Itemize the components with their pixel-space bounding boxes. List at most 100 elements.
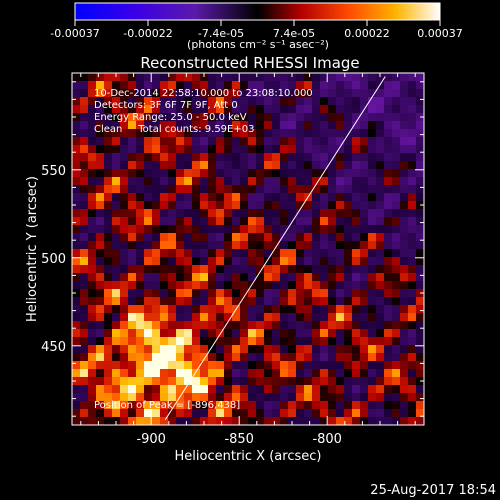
heatmap-cell bbox=[120, 313, 129, 322]
heatmap-cell bbox=[192, 97, 201, 106]
heatmap-cell bbox=[80, 329, 89, 338]
heatmap-cell bbox=[176, 113, 185, 122]
heatmap-cell bbox=[352, 289, 361, 298]
heatmap-cell bbox=[184, 393, 193, 402]
heatmap-cell bbox=[104, 161, 113, 170]
heatmap-cell bbox=[224, 353, 233, 362]
heatmap-cell bbox=[128, 73, 137, 82]
heatmap-cell bbox=[384, 257, 393, 266]
heatmap-cell bbox=[96, 369, 105, 378]
heatmap-cell bbox=[144, 233, 153, 242]
heatmap-cell bbox=[120, 409, 129, 418]
heatmap-cell bbox=[144, 353, 153, 362]
heatmap-cell bbox=[176, 201, 185, 210]
heatmap-cell bbox=[104, 353, 113, 362]
heatmap-cell bbox=[408, 193, 417, 202]
heatmap-cell bbox=[368, 417, 377, 425]
heatmap-cell bbox=[304, 417, 313, 425]
heatmap-cell bbox=[288, 321, 297, 330]
limb-line bbox=[164, 76, 386, 420]
heatmap-cell bbox=[72, 417, 81, 425]
heatmap-cell bbox=[384, 129, 393, 138]
heatmap-cell bbox=[128, 297, 137, 306]
heatmap-cell bbox=[320, 241, 329, 250]
heatmap-cell bbox=[168, 185, 177, 194]
heatmap-cell bbox=[400, 321, 409, 330]
heatmap-cell bbox=[368, 249, 377, 258]
heatmap-cell bbox=[224, 217, 233, 226]
heatmap-cell bbox=[96, 81, 105, 90]
heatmap-cell bbox=[144, 281, 153, 290]
heatmap-cell bbox=[200, 89, 209, 98]
heatmap-cell bbox=[120, 233, 129, 242]
heatmap-cell bbox=[280, 297, 289, 306]
heatmap-cell bbox=[136, 401, 145, 410]
heatmap-cell bbox=[128, 137, 137, 146]
heatmap-cell bbox=[152, 257, 161, 266]
heatmap-cell bbox=[360, 337, 369, 346]
heatmap-cell bbox=[248, 313, 257, 322]
heatmap-cell bbox=[248, 321, 257, 330]
heatmap-cell bbox=[168, 273, 177, 282]
heatmap-cell bbox=[400, 369, 409, 378]
heatmap-cell bbox=[104, 329, 113, 338]
heatmap-cell bbox=[328, 289, 337, 298]
heatmap-cell bbox=[288, 121, 297, 130]
heatmap-cell bbox=[200, 289, 209, 298]
heatmap-cell bbox=[120, 81, 129, 90]
heatmap-cell bbox=[208, 73, 217, 82]
heatmap-cell bbox=[344, 145, 353, 154]
heatmap-cell bbox=[344, 417, 353, 425]
heatmap-cell bbox=[216, 257, 225, 266]
heatmap-cell bbox=[120, 329, 129, 338]
heatmap-cell bbox=[200, 369, 209, 378]
heatmap-cell bbox=[120, 393, 129, 402]
heatmap-cell bbox=[400, 97, 409, 106]
heatmap-cell bbox=[136, 217, 145, 226]
heatmap-cell bbox=[264, 193, 273, 202]
heatmap-cell bbox=[336, 385, 345, 394]
heatmap-cell bbox=[384, 345, 393, 354]
heatmap-cell bbox=[168, 281, 177, 290]
heatmap-cell bbox=[280, 201, 289, 210]
heatmap-cell bbox=[344, 409, 353, 418]
heatmap-cell bbox=[240, 385, 249, 394]
heatmap-cell bbox=[408, 361, 417, 370]
heatmap-cell bbox=[296, 209, 305, 218]
heatmap-cell bbox=[288, 409, 297, 418]
heatmap-cell bbox=[328, 337, 337, 346]
heatmap-cell bbox=[368, 345, 377, 354]
heatmap-cell bbox=[280, 345, 289, 354]
heatmap-cell bbox=[232, 137, 241, 146]
heatmap-cell bbox=[288, 145, 297, 154]
heatmap-cell bbox=[336, 81, 345, 90]
heatmap-cell bbox=[88, 137, 97, 146]
heatmap-cell bbox=[296, 305, 305, 314]
heatmap-cell bbox=[288, 305, 297, 314]
heatmap-cell bbox=[400, 201, 409, 210]
heatmap-cell bbox=[208, 185, 217, 194]
heatmap-cell bbox=[392, 81, 401, 90]
heatmap-cell bbox=[264, 409, 273, 418]
heatmap-cell bbox=[384, 377, 393, 386]
heatmap-cell bbox=[120, 97, 129, 106]
heatmap-cell bbox=[304, 177, 313, 186]
heatmap-cell bbox=[368, 377, 377, 386]
heatmap-cell bbox=[112, 225, 121, 234]
heatmap-cell bbox=[104, 337, 113, 346]
heatmap-cell bbox=[288, 161, 297, 170]
heatmap-cell bbox=[408, 377, 417, 386]
heatmap-cell bbox=[160, 313, 169, 322]
heatmap-cell bbox=[240, 361, 249, 370]
heatmap-cell bbox=[80, 97, 89, 106]
heatmap-cell bbox=[168, 81, 177, 90]
heatmap-cell bbox=[328, 401, 337, 410]
heatmap-cell bbox=[152, 409, 161, 418]
heatmap-cell bbox=[272, 121, 281, 130]
heatmap-cell bbox=[184, 321, 193, 330]
heatmap-cell bbox=[336, 89, 345, 98]
heatmap-cell bbox=[296, 177, 305, 186]
heatmap-cell bbox=[288, 401, 297, 410]
heatmap-cell bbox=[264, 73, 273, 82]
heatmap-cell bbox=[400, 161, 409, 170]
